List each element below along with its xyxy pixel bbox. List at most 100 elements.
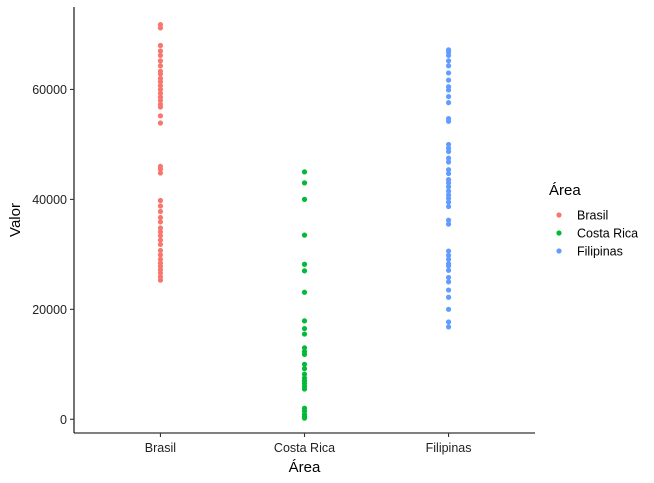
data-point [301,289,308,295]
y-tick-label: 40000 [32,193,67,207]
data-point [301,180,308,186]
data-point [157,25,164,31]
data-point [157,58,164,64]
data-point [301,371,308,377]
data-point [301,361,308,367]
data-point [445,184,452,190]
data-point [301,351,308,357]
data-point [157,97,164,104]
data-point [157,90,164,96]
data-point [445,87,452,93]
data-point [157,42,164,49]
data-point [157,219,164,225]
data-point [445,203,452,210]
data-point [301,318,308,324]
data-point [157,208,164,215]
data-point [157,113,164,119]
data-point [157,104,164,110]
data-point [157,83,164,89]
x-axis-title: Área [289,459,321,476]
data-point [157,214,164,221]
data-point [445,52,452,58]
data-point [157,256,164,262]
data-point [301,232,308,238]
data-point [445,294,452,300]
data-point [157,48,164,54]
data-point [301,169,308,175]
legend-key [556,212,562,218]
data-point [157,241,164,248]
data-point [445,188,452,194]
data-point [157,120,164,126]
data-point [157,225,164,231]
y-tick-label: 20000 [32,303,67,317]
data-point [445,93,452,100]
data-point [157,252,164,258]
x-tick-label: Costa Rica [274,441,335,455]
data-point [157,63,164,69]
data-point [157,79,164,85]
x-tick-label: Filipinas [426,441,472,455]
data-point [157,247,164,254]
data-point [445,324,452,330]
data-point [157,237,164,243]
data-point [301,386,308,392]
data-point [157,86,164,93]
data-point [157,229,164,235]
data-point [445,170,452,177]
data-point [445,252,452,259]
data-point [301,325,308,332]
data-point [445,58,452,64]
data-point [301,196,308,202]
legend-key [556,230,562,236]
data-point [445,195,452,201]
data-point [157,233,164,239]
x-axis-ticks: Brasil Costa Rica Filipinas [145,433,472,455]
data-point [157,166,164,172]
data-point [445,167,452,173]
data-point [445,248,452,254]
data-point [445,263,452,269]
data-point [445,118,452,124]
legend-label: Brasil [577,209,608,223]
legend-title: Área [549,182,581,199]
data-point [445,148,452,155]
data-point [445,319,452,325]
data-point [445,256,452,262]
data-point [445,306,452,312]
legend-label: Filipinas [577,245,623,259]
data-point [445,267,452,273]
legend-label: Costa Rica [577,227,638,241]
data-point [157,270,164,276]
data-point [301,268,308,274]
data-point [445,141,452,148]
data-point [445,155,452,161]
data-point [157,277,164,283]
data-point [157,197,164,204]
y-axis-ticks: 0 20000 40000 60000 [32,83,74,427]
data-point [445,199,452,205]
data-point [301,366,308,372]
data-point [157,170,164,176]
data-point [445,279,452,285]
data-point [445,217,452,223]
data-point [301,345,308,351]
data-point [157,52,164,58]
data-point [157,71,164,77]
data-point [301,415,308,421]
data-point [157,203,164,209]
x-tick-label: Brasil [145,441,176,455]
data-point [445,221,452,227]
data-point [445,159,452,165]
data-point [445,274,452,281]
legend: Área Brasil Costa Rica Filipinas [549,182,638,259]
y-tick-label: 0 [60,413,67,427]
data-point [445,63,452,69]
data-point [301,331,308,337]
y-axis-title: Valor [7,203,24,237]
legend-key [556,248,562,254]
data-point [301,261,308,267]
data-point [445,70,452,76]
y-tick-label: 60000 [32,83,67,97]
